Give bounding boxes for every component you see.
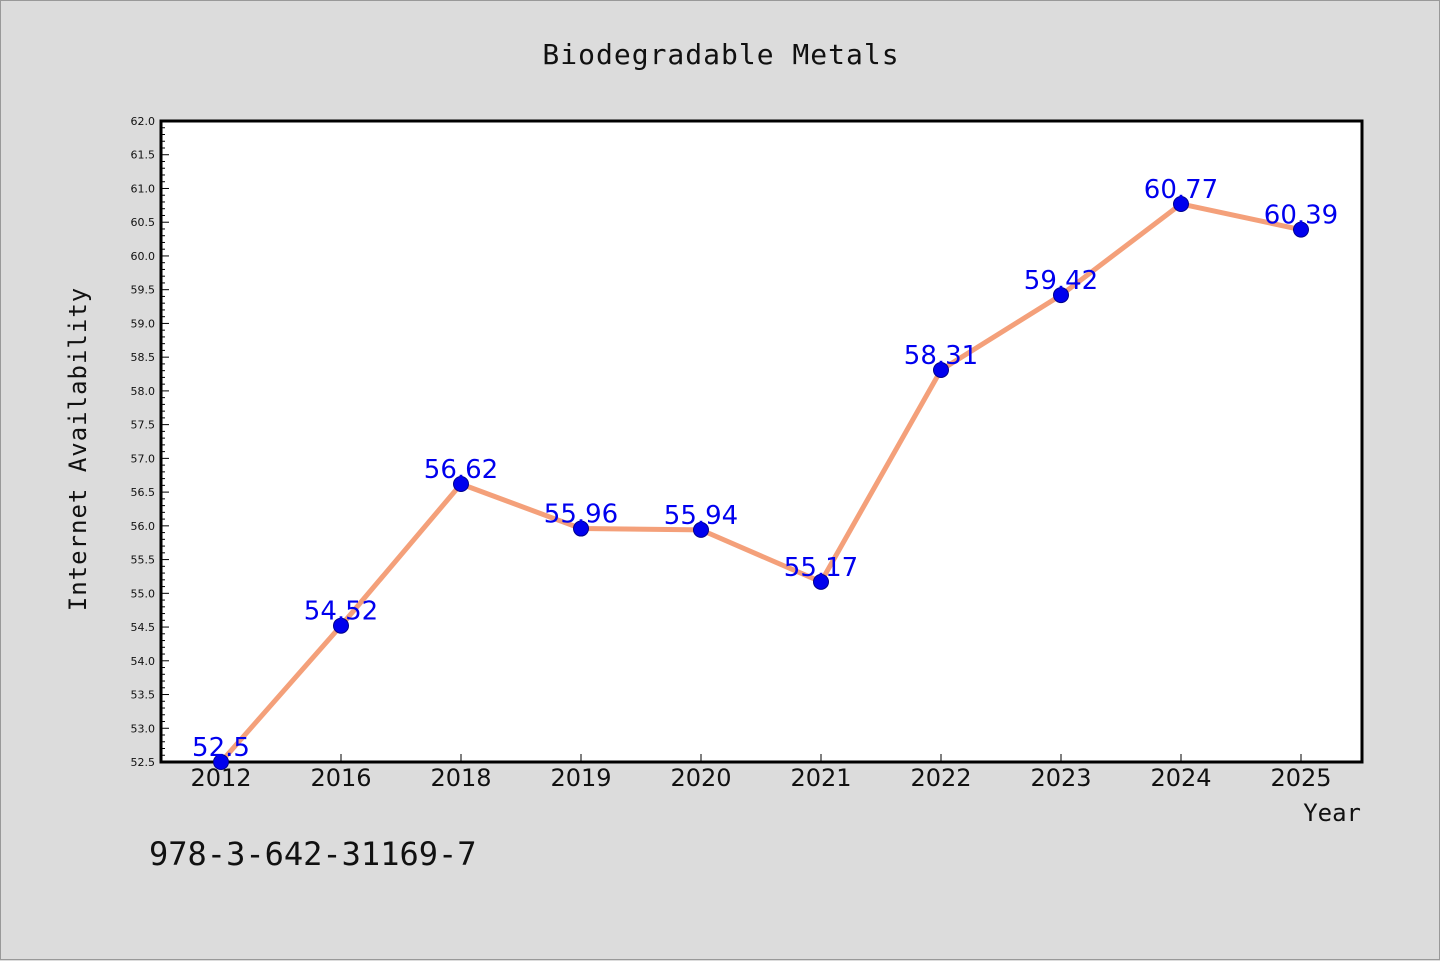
y-tick-label: 57.0 <box>131 452 156 465</box>
series-line <box>218 201 1304 765</box>
data-label: 60.39 <box>1264 201 1338 231</box>
y-tick-label: 53.5 <box>131 689 156 702</box>
data-label: 58.31 <box>904 341 978 371</box>
data-point-marker <box>813 573 829 590</box>
data-point-marker <box>1053 287 1069 304</box>
y-tick-label: 61.5 <box>131 149 156 162</box>
data-point-marker <box>933 361 949 378</box>
x-tick-label: 2016 <box>310 764 371 792</box>
chart-title: Biodegradable Metals <box>542 38 899 71</box>
y-tick-label: 60.0 <box>131 250 156 263</box>
y-tick-label: 61.0 <box>131 182 156 195</box>
markers-group <box>213 195 1309 770</box>
x-tick-label: 2019 <box>550 764 611 792</box>
y-axis: 52.5 53.0 53.5 54.0 54.5 55.0 55.5 56.0 56.5 57.0… <box>131 115 169 769</box>
y-tick-label: 55.0 <box>131 587 156 600</box>
data-label: 55.94 <box>664 501 738 531</box>
y-tick-label: 54.0 <box>131 655 156 668</box>
x-tick-label: 2018 <box>430 764 491 792</box>
series-line-group <box>218 201 1304 765</box>
y-tick-label: 55.5 <box>131 554 156 567</box>
data-point-marker <box>213 754 229 770</box>
y-tick-label: 58.5 <box>131 351 156 364</box>
y-tick-label: 56.5 <box>131 486 156 499</box>
x-tick-label: 2024 <box>1150 764 1211 792</box>
y-tick-label: 54.5 <box>131 621 156 634</box>
y-tick-label: 52.5 <box>131 756 156 769</box>
data-point-marker <box>453 476 469 493</box>
data-label: 55.96 <box>544 500 618 530</box>
y-tick-label: 58.0 <box>131 385 156 398</box>
plot-area <box>159 119 1364 764</box>
data-label: 54.52 <box>304 597 378 627</box>
y-tick-label: 53.0 <box>131 722 156 735</box>
data-point-marker <box>1293 221 1309 238</box>
x-tick-label: 2021 <box>790 764 851 792</box>
x-axis-label: Year <box>1303 799 1361 827</box>
data-label: 55.17 <box>784 553 858 583</box>
data-label: 52.5 <box>192 733 250 763</box>
y-tick-label: 59.0 <box>131 317 156 330</box>
data-point-marker <box>693 521 709 538</box>
y-tick-label: 59.5 <box>131 284 156 297</box>
y-tick-label: 60.5 <box>131 216 156 229</box>
y-tick-label: 56.0 <box>131 520 156 533</box>
x-tick-label: 2023 <box>1030 764 1091 792</box>
y-tick-label: 57.5 <box>131 419 156 432</box>
y-tick-label: 62.0 <box>131 115 156 128</box>
data-label: 60.77 <box>1144 175 1218 205</box>
data-labels-group: 52.5 54.52 56.62 55.96 55.94 55.17 58.31 59.42 6… <box>192 175 1338 763</box>
x-tick-label: 2020 <box>670 764 731 792</box>
data-point-marker <box>333 617 349 634</box>
data-point-marker <box>573 520 589 537</box>
data-point-marker <box>1173 195 1189 212</box>
x-tick-label: 2022 <box>910 764 971 792</box>
data-label: 59.42 <box>1024 266 1098 296</box>
y-axis-label: Internet Availability <box>64 287 92 611</box>
isbn-text: 978-3-642-31169-7 <box>149 835 477 873</box>
x-tick-label: 2025 <box>1270 764 1331 792</box>
data-label: 56.62 <box>424 455 498 485</box>
